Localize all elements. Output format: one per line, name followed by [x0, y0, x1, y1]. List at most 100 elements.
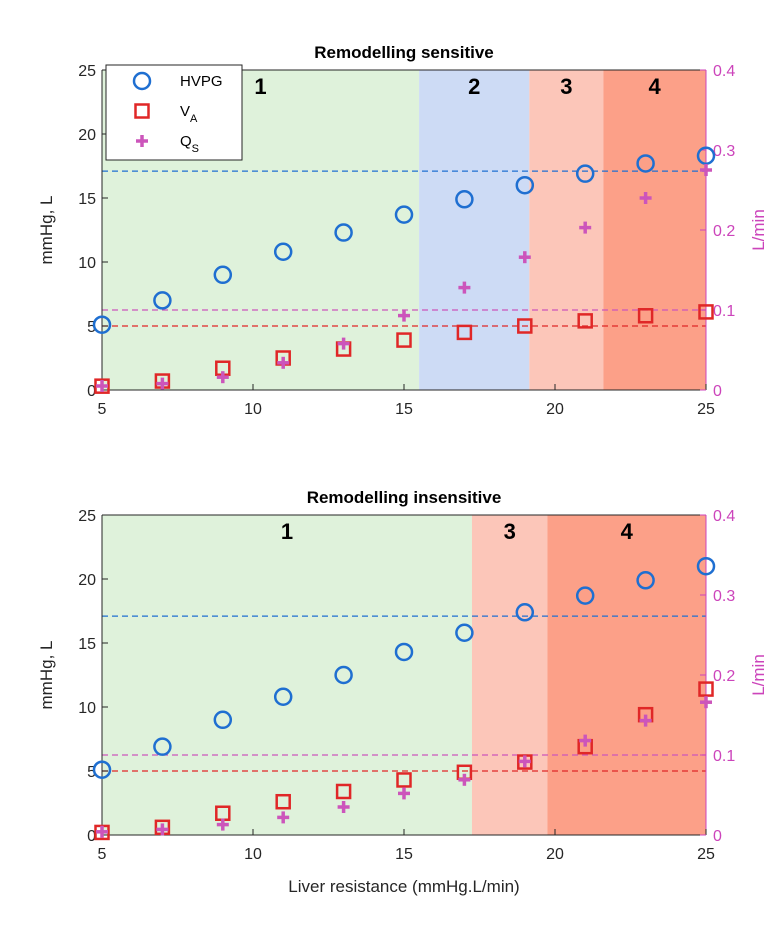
data-point [92, 760, 112, 779]
region-band-3 [529, 70, 604, 390]
region-label-1: 1 [281, 519, 293, 544]
region-label-3: 3 [560, 74, 572, 99]
y-tick-label: 0 [87, 383, 96, 400]
x-axis-label: Liver resistance (mmHg.L/min) [288, 877, 519, 896]
region-label-4: 4 [621, 519, 634, 544]
y-right-tick-label: 0.1 [713, 748, 735, 765]
y-tick-label: 25 [78, 63, 96, 80]
data-point [515, 175, 535, 195]
legend-label: HVPG [180, 73, 223, 90]
data-point [698, 681, 714, 697]
plot-background-layer: 1 3 4 [102, 515, 706, 835]
data-point [696, 146, 716, 166]
y-axis-label: mmHg, L [37, 641, 56, 710]
data-point [577, 313, 593, 329]
plot-title: Remodelling insensitive [307, 488, 502, 507]
data-point [213, 710, 233, 730]
data-point [277, 811, 290, 824]
data-point [698, 304, 714, 320]
data-point [216, 371, 229, 384]
y-right-tick-label: 0.1 [713, 303, 735, 320]
data-point [394, 642, 414, 662]
data-point [398, 787, 410, 800]
data-point [455, 190, 474, 209]
y-right-tick-label: 0.3 [713, 588, 735, 605]
data-point [153, 291, 172, 310]
y-tick-label: 5 [87, 764, 96, 781]
region-band-4 [603, 70, 706, 390]
y-axis-right-label: L/min [749, 209, 768, 251]
region-label-1: 1 [254, 74, 266, 99]
y-right-tick-label: 0.4 [713, 63, 735, 80]
data-point [636, 571, 655, 590]
x-tick-label: 15 [395, 401, 413, 418]
y-right-tick-label: 0.2 [713, 668, 735, 685]
x-tick-label: 20 [546, 846, 564, 863]
data-point [396, 772, 412, 788]
data-point [639, 192, 652, 204]
region-label-4: 4 [649, 74, 662, 99]
legend-marker-plus [136, 135, 148, 147]
data-point [216, 818, 229, 831]
legend-marker-square [134, 103, 150, 119]
data-point [394, 205, 414, 224]
legend-box [105, 64, 243, 161]
series-hvpg [92, 556, 716, 779]
series-q-s [96, 696, 712, 838]
data-point [700, 696, 712, 709]
data-point [700, 164, 712, 176]
data-point [579, 221, 592, 234]
plot-remodelling-sensitive: 1 2 3 4 Remodelling sensitive mmHg, L L/min… [37, 43, 768, 418]
data-point [273, 687, 293, 707]
y-tick-label: 20 [78, 127, 96, 144]
data-point [575, 164, 595, 183]
y-tick-label: 5 [87, 319, 96, 336]
data-point [458, 773, 471, 786]
y-tick-label: 25 [78, 508, 96, 525]
data-point [273, 242, 293, 262]
data-point [275, 793, 291, 810]
y-tick-label: 15 [78, 191, 96, 208]
legend-marker-circle [132, 71, 152, 91]
data-point [515, 603, 535, 622]
data-point [337, 801, 350, 813]
data-point [396, 332, 412, 348]
x-tick-label: 10 [244, 846, 262, 863]
y-right-tick-label: 0.3 [713, 143, 735, 160]
data-point [277, 356, 290, 369]
region-label-3: 3 [504, 519, 516, 544]
y-tick-label: 0 [87, 828, 96, 845]
y-tick-label: 15 [78, 636, 96, 653]
region-band-2 [419, 70, 530, 390]
data-point [94, 378, 110, 394]
region-band-4 [547, 515, 706, 835]
series-hvpg [92, 146, 716, 334]
x-tick-label: 10 [244, 401, 262, 418]
data-point [398, 309, 410, 322]
data-point [575, 586, 595, 605]
y-right-tick-label: 0.4 [713, 508, 735, 525]
region-band-1 [102, 515, 472, 835]
region-band-3 [471, 515, 548, 835]
data-point [337, 337, 350, 350]
x-tick-label: 25 [697, 846, 715, 863]
x-tick-label: 5 [98, 846, 107, 863]
plot-background-layer: 1 2 3 4 [102, 70, 706, 390]
y-right-tick-label: 0 [713, 383, 722, 400]
data-point [334, 223, 353, 242]
data-point [96, 825, 108, 838]
y-axis-label: mmHg, L [37, 196, 56, 265]
y-tick-label: 20 [78, 572, 96, 589]
data-point [335, 783, 352, 800]
data-point [455, 623, 474, 643]
y-tick-label: 10 [78, 255, 96, 272]
data-point [696, 556, 716, 576]
y-axis-right-label: L/min [749, 654, 768, 696]
region-label-2: 2 [468, 74, 480, 99]
data-point [636, 154, 655, 173]
y-right-tick-label: 0.2 [713, 223, 735, 240]
data-point [517, 318, 533, 334]
data-point [518, 251, 531, 264]
